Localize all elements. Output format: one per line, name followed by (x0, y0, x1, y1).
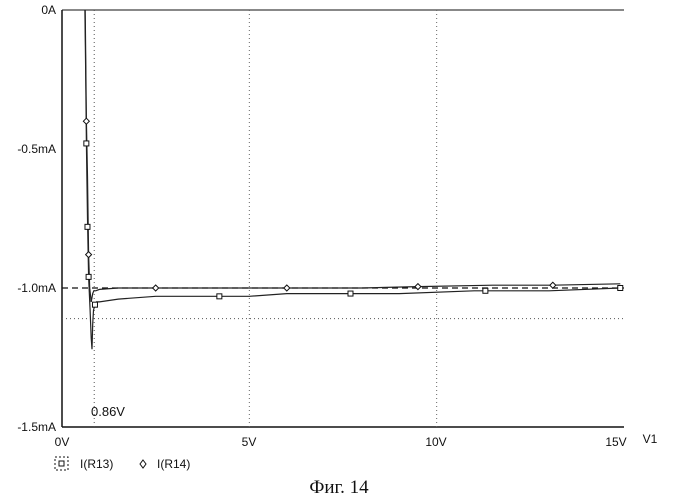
legend-label-r14: I(R14) (157, 457, 190, 471)
x-axis-label: V1 (643, 432, 658, 446)
legend-square-marker (59, 461, 64, 466)
legend-diamond-icon (140, 460, 146, 468)
y-tick-label: -0.5mA (17, 142, 56, 156)
y-tick-label: 0A (41, 3, 56, 17)
legend: I(R13) I(R14) (55, 457, 190, 471)
series-lines (85, 10, 620, 349)
data-point-square (483, 288, 488, 293)
data-point-diamond (284, 285, 290, 291)
series-line-ir13 (85, 10, 620, 349)
legend-square-icon (55, 457, 68, 470)
figure-caption: Фиг. 14 (309, 477, 369, 498)
data-point-square (348, 291, 353, 296)
data-point-diamond (83, 118, 89, 124)
x-tick-label: 0V (55, 435, 70, 449)
series-markers (83, 118, 622, 307)
data-point-square (217, 294, 222, 299)
data-point-diamond (415, 284, 421, 290)
series-line-ir14 (85, 10, 620, 302)
legend-label-r13: I(R13) (80, 457, 113, 471)
data-point-square (84, 141, 89, 146)
y-tick-label: -1.5mA (17, 420, 56, 434)
threshold-annotation: 0.86V (91, 404, 125, 419)
data-point-diamond (550, 282, 556, 288)
y-tick-label: -1.0mA (17, 281, 56, 295)
data-point-square (92, 302, 97, 307)
reference-lines (62, 10, 624, 427)
x-tick-label: 15V (605, 435, 626, 449)
x-tick-label: 5V (242, 435, 257, 449)
data-point-square (86, 274, 91, 279)
x-tick-label: 10V (425, 435, 446, 449)
data-point-square (618, 286, 623, 291)
data-point-diamond (153, 285, 159, 291)
data-point-diamond (86, 252, 92, 258)
data-point-square (85, 224, 90, 229)
